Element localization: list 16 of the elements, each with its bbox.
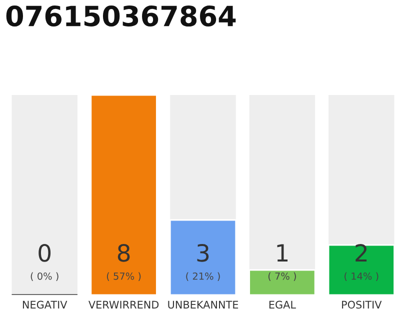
data-label: 2: [356, 244, 367, 262]
data-label: 8: [118, 244, 130, 262]
data-label: 0: [38, 244, 51, 262]
annotation: ( 57% ): [106, 272, 141, 281]
chart-title: 076150367864: [6, 5, 236, 26]
x-tick-label: EGAL: [269, 300, 296, 309]
annotation: ( 14% ): [344, 272, 378, 281]
x-tick-label: NEGATIV: [22, 300, 68, 309]
x-tick-label: POSITIV: [342, 300, 382, 309]
annotation: ( 7% ): [268, 272, 296, 281]
annotation: ( 0% ): [30, 272, 58, 281]
data-label: 3: [197, 244, 209, 262]
x-tick-label: VERWIRREND: [88, 300, 159, 308]
annotation: ( 21% ): [186, 272, 220, 281]
x-tick-label: UNBEKANNTE: [168, 300, 238, 309]
data-label: 1: [277, 244, 288, 262]
